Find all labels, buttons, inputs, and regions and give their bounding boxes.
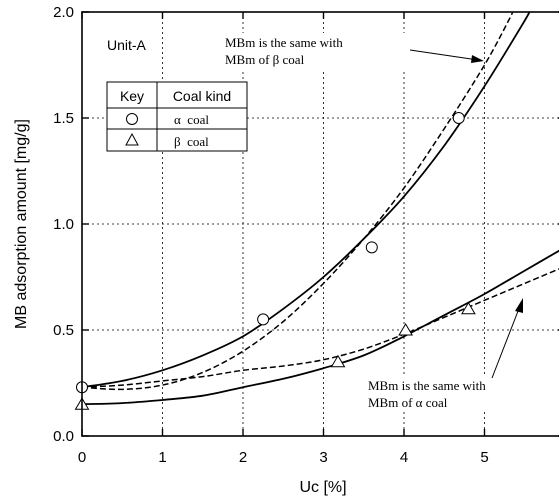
annotation-upper-arrowhead xyxy=(471,55,484,63)
y-tick-label: 2.0 xyxy=(53,4,74,21)
circle-marker xyxy=(257,313,270,326)
axis-ticks xyxy=(81,11,559,437)
y-tick-label: 0.5 xyxy=(53,322,74,339)
y-tick-label: 1.5 xyxy=(53,110,74,127)
annotation-upper-line2: MBm of β coal xyxy=(225,52,305,67)
annotation-lower-line2: MBm of α coal xyxy=(368,395,448,410)
triangle-marker xyxy=(330,354,346,368)
x-tick-label: 0 xyxy=(78,449,86,466)
legend-header-kind: Coal kind xyxy=(173,88,231,104)
y-axis-label: MB adsorption amount [mg/g] xyxy=(13,119,30,329)
unit-label: Unit-A xyxy=(107,37,147,53)
x-tick-label: 2 xyxy=(239,449,247,466)
legend: Key Coal kind α coal β coal xyxy=(106,81,248,152)
annotation-upper: MBm is the same with MBm of β coal xyxy=(222,33,484,69)
annotation-lower-arrowhead xyxy=(515,298,523,313)
fit-solid-series-1 xyxy=(82,249,559,406)
legend-entry-beta: β coal xyxy=(174,134,209,149)
x-tick-label: 3 xyxy=(319,449,327,466)
x-axis-label: Uc [%] xyxy=(299,479,346,496)
y-tick-label: 0.0 xyxy=(53,428,74,445)
triangle-marker xyxy=(461,301,476,315)
y-tick-label: 1.0 xyxy=(53,216,74,233)
legend-header-key: Key xyxy=(120,88,144,104)
circle-marker xyxy=(365,241,378,254)
legend-entry-alpha: α coal xyxy=(174,112,209,127)
fit-solid-series-0 xyxy=(82,12,531,389)
x-tick-label: 1 xyxy=(158,449,166,466)
x-tick-label: 5 xyxy=(480,449,488,466)
fit-dashed-series-1 xyxy=(82,268,559,388)
annotation-lower: MBm is the same with MBm of α coal xyxy=(365,298,555,412)
x-tick-label: 4 xyxy=(400,449,408,466)
annotation-lower-line1: MBm is the same with xyxy=(368,378,486,393)
triangle-marker xyxy=(398,323,413,336)
legend-triangle-marker xyxy=(125,132,139,146)
annotation-upper-line1: MBm is the same with xyxy=(225,35,343,50)
tick-labels: 01234560.00.51.01.52.0 xyxy=(53,4,489,466)
data-markers xyxy=(74,112,476,410)
fit-lines xyxy=(82,12,559,406)
legend-circle-marker xyxy=(126,113,138,125)
circle-marker xyxy=(452,112,465,124)
